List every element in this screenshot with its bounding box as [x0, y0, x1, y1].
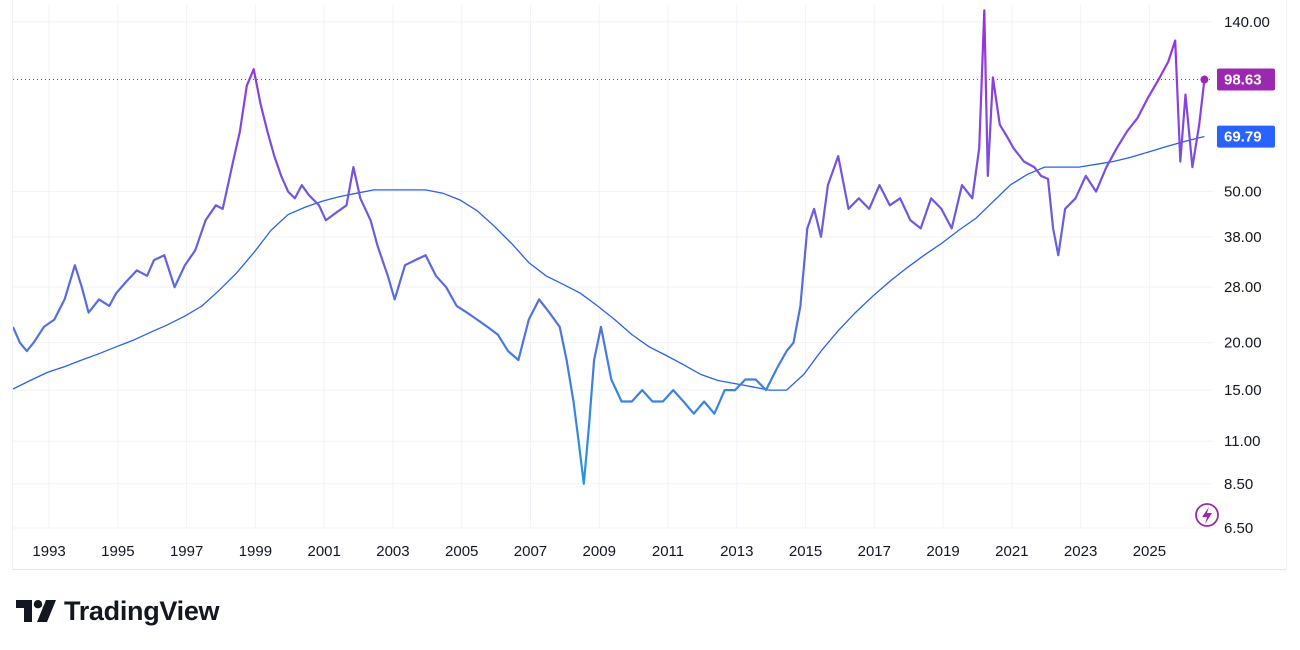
x-tick-label: 2019 — [926, 543, 959, 560]
x-tick-label: 2011 — [652, 543, 684, 560]
y-tick-label: 38.00 — [1224, 229, 1262, 246]
x-tick-label: 2001 — [307, 543, 340, 560]
brand[interactable]: TradingView — [16, 594, 220, 628]
x-tick-label: 2015 — [789, 543, 822, 560]
x-tick-label: 2017 — [858, 543, 891, 560]
x-tick-label: 1999 — [239, 543, 272, 560]
x-tick-label: 2021 — [995, 543, 1028, 560]
y-tick-label: 28.00 — [1224, 279, 1262, 296]
y-tick-label: 20.00 — [1224, 335, 1262, 352]
grid — [13, 5, 1213, 529]
x-axis: 1993 1995 1997 1999 2001 2003 2005 2007 2009 2011… — [32, 543, 1166, 560]
last-price-dot — [1200, 75, 1209, 84]
x-tick-label: 2005 — [445, 543, 478, 560]
y-tick-label: 15.00 — [1224, 382, 1262, 399]
tradingview-logo-icon — [16, 600, 56, 622]
moving-average-line — [13, 135, 1205, 391]
last-price-label: 98.63 — [1224, 72, 1262, 89]
last-price-badge: 98.63 — [1217, 68, 1275, 91]
y-tick-label: 8.50 — [1224, 476, 1253, 493]
x-tick-label: 1995 — [101, 543, 134, 560]
price-line — [13, 9, 1206, 485]
x-tick-label: 1993 — [32, 543, 65, 560]
y-axis: 140.00 50.00 38.00 28.00 20.00 15.00 11.00 8.50… — [1224, 14, 1270, 537]
price-chart[interactable]: 140.00 50.00 38.00 28.00 20.00 15.00 11.00 8.50… — [13, 0, 1288, 570]
x-tick-label: 2025 — [1133, 543, 1166, 560]
y-tick-label: 140.00 — [1224, 14, 1270, 31]
x-tick-label: 2023 — [1064, 543, 1097, 560]
y-tick-label: 50.00 — [1224, 184, 1262, 201]
brand-name: TradingView — [64, 595, 220, 626]
x-tick-label: 2003 — [376, 543, 409, 560]
x-tick-label: 1997 — [170, 543, 203, 560]
moving-average-badge: 69.79 — [1217, 125, 1275, 148]
lightning-icon[interactable] — [1195, 503, 1219, 527]
x-tick-label: 2009 — [583, 543, 616, 560]
y-tick-label: 6.50 — [1224, 520, 1253, 537]
moving-average-label: 69.79 — [1224, 129, 1262, 146]
chart-area[interactable]: 140.00 50.00 38.00 28.00 20.00 15.00 11.00 8.50… — [12, 0, 1287, 570]
y-tick-label: 11.00 — [1224, 433, 1260, 450]
x-tick-label: 2007 — [514, 543, 547, 560]
x-tick-label: 2013 — [720, 543, 753, 560]
